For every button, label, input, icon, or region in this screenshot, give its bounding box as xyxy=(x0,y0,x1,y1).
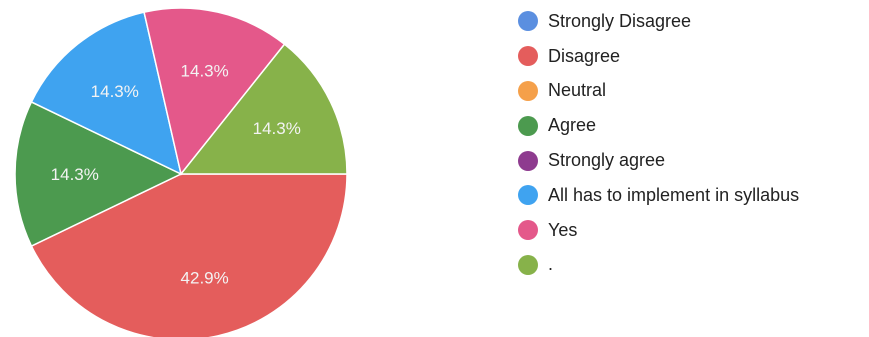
legend-swatch xyxy=(518,254,538,275)
slice-value-label: 14.3% xyxy=(181,61,229,80)
pie-slice-disagree[interactable] xyxy=(30,173,348,337)
chart-legend: Strongly Disagree Disagree Neutral Agree… xyxy=(518,4,799,282)
legend-swatch xyxy=(518,11,538,32)
slice-value-label: 14.3% xyxy=(253,119,301,138)
legend-label: . xyxy=(548,254,554,275)
slice-value-label: 14.3% xyxy=(91,82,139,101)
legend-item-disagree[interactable]: Disagree xyxy=(518,39,799,74)
legend-label: Neutral xyxy=(548,80,607,101)
legend-swatch xyxy=(518,220,538,241)
legend-item-strongly-agree[interactable]: Strongly agree xyxy=(518,143,799,178)
pie-chart: 42.9% 14.3% 14.3% 14.3% 14.3% xyxy=(14,7,348,337)
legend-swatch xyxy=(518,185,538,206)
slice-value-label: 42.9% xyxy=(181,269,229,288)
legend-swatch xyxy=(518,80,538,101)
legend-label: Strongly Disagree xyxy=(548,10,692,31)
legend-item-neutral[interactable]: Neutral xyxy=(518,74,799,109)
legend-label: Yes xyxy=(548,219,578,240)
legend-item-yes[interactable]: Yes xyxy=(518,213,799,248)
legend-label: Agree xyxy=(548,115,597,136)
legend-item-all-has-to-implement[interactable]: All has to implement in syllabus xyxy=(518,178,799,213)
legend-swatch xyxy=(518,115,538,136)
pie-slice-all-has-to-implement-in-syllabus[interactable] xyxy=(30,11,183,176)
slice-value-label: 14.3% xyxy=(51,165,99,184)
legend-item-strongly-disagree[interactable]: Strongly Disagree xyxy=(518,4,799,39)
legend-label: Disagree xyxy=(548,45,621,66)
legend-swatch xyxy=(518,46,538,67)
legend-label: Strongly agree xyxy=(548,150,666,171)
pie-slice-agree[interactable] xyxy=(14,100,183,248)
legend-swatch xyxy=(518,150,538,171)
legend-item-agree[interactable]: Agree xyxy=(518,108,799,143)
pie-slice-yes[interactable] xyxy=(143,7,286,176)
pie-slice-dot[interactable] xyxy=(179,43,348,175)
legend-label: All has to implement in syllabus xyxy=(548,184,800,205)
legend-item-dot[interactable]: . xyxy=(518,248,799,283)
